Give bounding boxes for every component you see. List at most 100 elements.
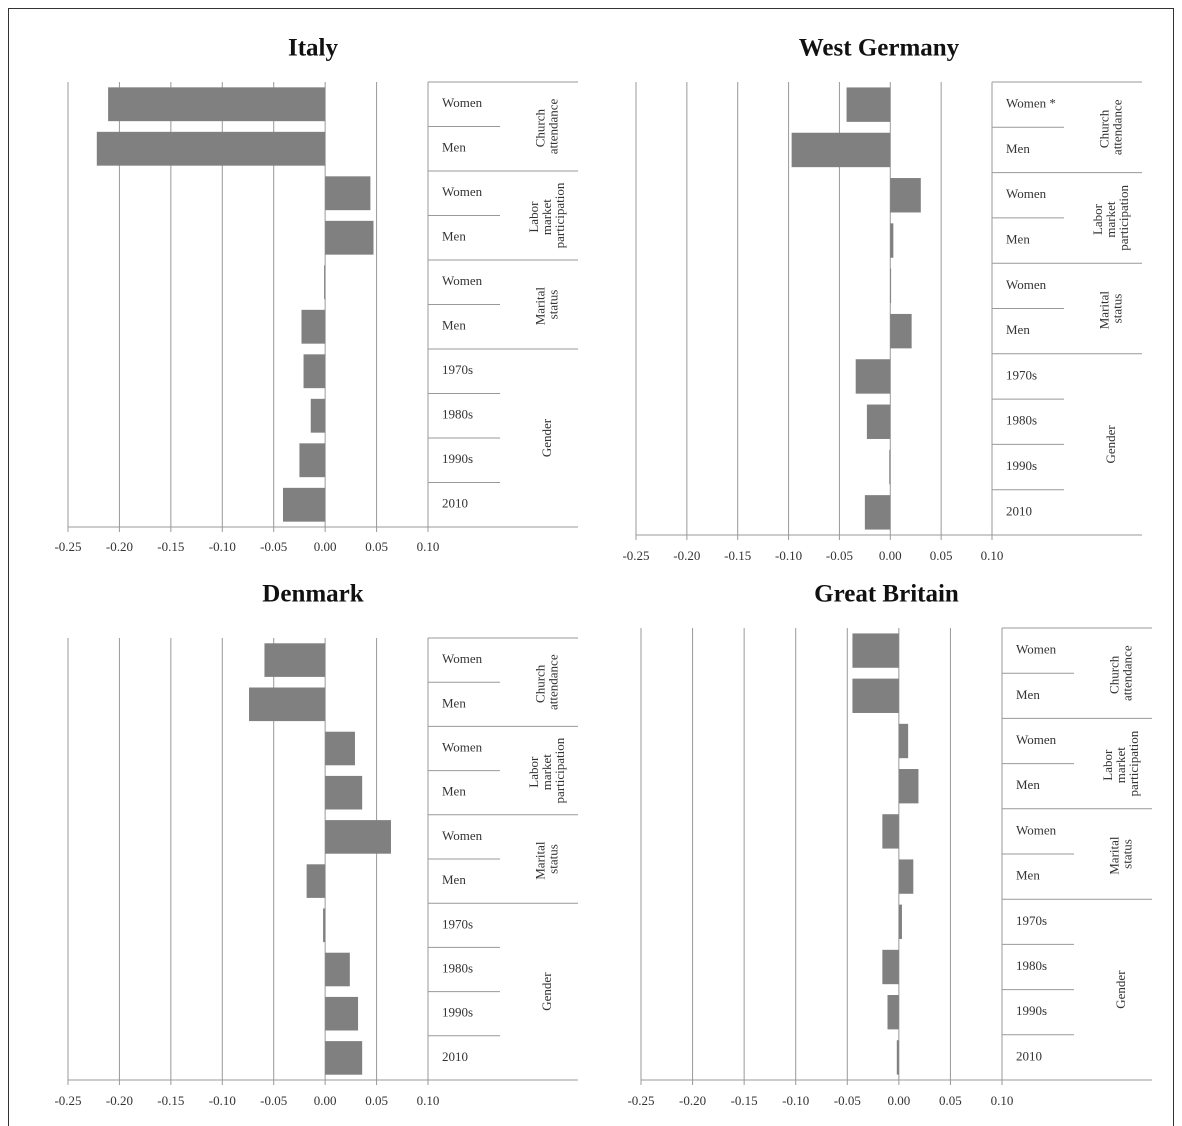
chart-title: West Germany xyxy=(799,35,960,62)
group-label: Labor market participation xyxy=(1090,185,1131,251)
x-tick-label: 0.05 xyxy=(365,539,388,554)
bar xyxy=(310,398,326,433)
x-tick-label: -0.25 xyxy=(54,1093,81,1108)
category-label: 1980s xyxy=(1016,958,1047,973)
bar xyxy=(846,87,891,122)
x-tick-label: 0.05 xyxy=(939,1093,962,1108)
category-label: Men xyxy=(1006,232,1030,247)
x-tick-label: 0.10 xyxy=(981,548,1004,563)
group-label-line: market xyxy=(1113,744,1128,783)
category-label: 1980s xyxy=(442,407,473,422)
category-label: Men xyxy=(442,318,466,333)
bar xyxy=(898,769,919,804)
bar xyxy=(301,309,326,344)
x-tick-label: -0.10 xyxy=(209,539,236,554)
bar xyxy=(898,859,914,894)
group-label: Gender xyxy=(1103,425,1118,464)
chart-title: Denmark xyxy=(262,581,363,608)
chart-title: Italy xyxy=(288,35,339,62)
page-border xyxy=(8,8,1174,1126)
category-label: Women xyxy=(442,184,483,199)
group-label-line: market xyxy=(539,196,554,235)
bar xyxy=(864,495,891,530)
group-label-line: attendance xyxy=(1119,645,1134,701)
category-label: Men xyxy=(1006,141,1030,156)
category-label: 1990s xyxy=(1016,1003,1047,1018)
category-label: 1990s xyxy=(442,451,473,466)
group-label-line: Gender xyxy=(1103,425,1118,464)
x-tick-label: -0.05 xyxy=(260,1093,287,1108)
group-label-line: Marital xyxy=(532,838,547,880)
bar xyxy=(249,687,326,722)
group-label: Gender xyxy=(539,418,554,457)
category-label: Women xyxy=(442,95,483,110)
bar xyxy=(889,449,891,485)
x-tick-label: -0.05 xyxy=(834,1093,861,1108)
group-label-line: attendance xyxy=(1109,99,1124,155)
bar xyxy=(890,223,894,258)
bar xyxy=(882,814,899,849)
bar xyxy=(890,268,892,304)
category-label: Women xyxy=(442,273,483,288)
x-tick-label: -0.15 xyxy=(724,548,751,563)
group-label: Church attendance xyxy=(1106,645,1134,701)
group-label-line: Labor xyxy=(526,198,541,232)
bar xyxy=(898,904,902,939)
x-tick-label: 0.00 xyxy=(314,1093,337,1108)
category-label: 2010 xyxy=(1016,1048,1042,1063)
x-tick-label: 0.00 xyxy=(887,1093,910,1108)
group-label: Church attendance xyxy=(1096,99,1124,155)
group-label-line: attendance xyxy=(545,98,560,154)
bar xyxy=(325,220,374,255)
x-tick-label: -0.05 xyxy=(260,539,287,554)
x-tick-label: 0.00 xyxy=(879,548,902,563)
group-label-line: Gender xyxy=(539,972,554,1011)
x-tick-label: 0.10 xyxy=(417,1093,440,1108)
bar xyxy=(282,487,326,522)
group-label-line: participation xyxy=(552,182,567,248)
bar xyxy=(890,178,921,213)
group-label-line: Gender xyxy=(1113,970,1128,1009)
group-label-line: market xyxy=(1103,198,1118,237)
bar xyxy=(855,359,891,394)
bar xyxy=(325,731,355,766)
category-label: 2010 xyxy=(442,1049,468,1064)
x-tick-label: -0.15 xyxy=(731,1093,758,1108)
bar xyxy=(325,775,363,810)
chart-title: Great Britain xyxy=(814,581,959,608)
x-tick-label: -0.25 xyxy=(54,539,81,554)
category-label: 1970s xyxy=(1016,913,1047,928)
group-label-line: Marital xyxy=(1096,288,1111,330)
category-label: 1980s xyxy=(1006,413,1037,428)
bar xyxy=(299,443,326,478)
bar xyxy=(108,87,326,122)
group-label: Church attendance xyxy=(532,98,560,154)
bar xyxy=(896,1040,899,1075)
category-label: 1990s xyxy=(442,1005,473,1020)
bar xyxy=(303,354,326,389)
category-label: Men xyxy=(442,229,466,244)
category-label: 2010 xyxy=(442,496,468,511)
group-label: Marital status xyxy=(532,284,560,326)
group-label: Labor market participation xyxy=(1100,730,1141,796)
group-label-line: Gender xyxy=(539,418,554,457)
category-label: Women xyxy=(1006,277,1047,292)
category-label: Women xyxy=(1006,186,1047,201)
group-label-line: status xyxy=(545,290,560,320)
category-label: 1990s xyxy=(1006,458,1037,473)
bar xyxy=(866,404,891,439)
x-tick-label: -0.15 xyxy=(157,1093,184,1108)
group-label-line: Marital xyxy=(1106,833,1121,875)
x-tick-label: 0.10 xyxy=(417,539,440,554)
group-label-line: market xyxy=(539,751,554,790)
bar xyxy=(306,864,326,898)
bar xyxy=(882,949,899,985)
category-label: 1970s xyxy=(442,916,473,931)
x-tick-label: 0.05 xyxy=(365,1093,388,1108)
bar xyxy=(324,265,326,300)
group-label: Gender xyxy=(539,972,554,1011)
x-tick-label: -0.20 xyxy=(106,539,133,554)
category-label: Men xyxy=(442,695,466,710)
group-label-line: Church xyxy=(1106,652,1121,694)
